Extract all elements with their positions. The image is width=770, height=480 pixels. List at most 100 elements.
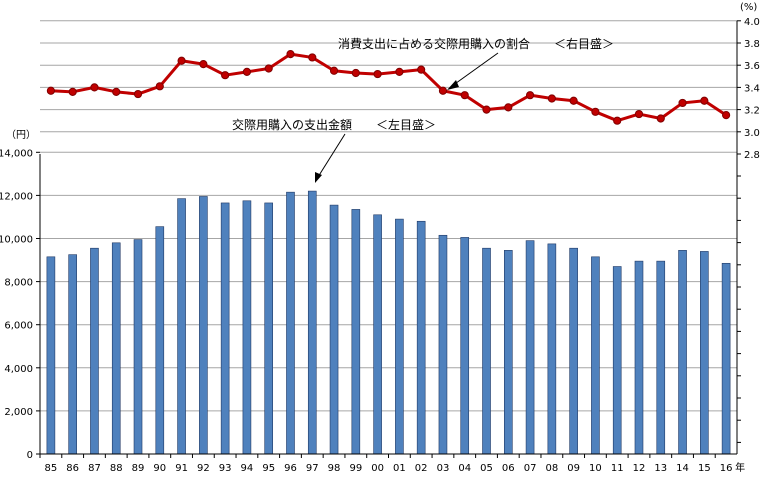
x-tick-label: 91 bbox=[175, 463, 188, 474]
line-point-00 bbox=[373, 69, 382, 79]
bar-90 bbox=[155, 226, 165, 455]
bar-00 bbox=[373, 214, 382, 455]
bar-01 bbox=[395, 218, 404, 455]
left-tick-label: 8,000 bbox=[4, 278, 33, 289]
bar-08 bbox=[547, 243, 557, 455]
right-tick-label: 3.6 bbox=[744, 61, 760, 72]
bar-88 bbox=[111, 242, 121, 455]
line-point-07 bbox=[525, 91, 535, 100]
bar-12 bbox=[634, 260, 644, 455]
line-point-94 bbox=[242, 67, 252, 76]
bar-91 bbox=[177, 198, 186, 455]
line-point-03 bbox=[438, 86, 448, 95]
bar-85 bbox=[46, 256, 56, 455]
line-point-86 bbox=[68, 87, 77, 96]
x-tick-label: 97 bbox=[306, 463, 319, 474]
bar-11 bbox=[612, 266, 622, 455]
left-tick-label: 4,000 bbox=[4, 364, 33, 375]
bar-99 bbox=[351, 209, 361, 455]
bar-97 bbox=[307, 190, 317, 455]
right-tick-label: 3.4 bbox=[744, 83, 760, 94]
x-tick-label: 87 bbox=[88, 463, 101, 474]
x-tick-label: 10 bbox=[589, 463, 602, 474]
line-point-11 bbox=[613, 116, 622, 125]
line-point-01 bbox=[395, 67, 404, 76]
right-tick-label: 2.8 bbox=[744, 150, 760, 161]
line-point-89 bbox=[133, 89, 143, 99]
x-tick-label: 02 bbox=[415, 463, 428, 474]
line-point-96 bbox=[286, 50, 295, 59]
bar-03 bbox=[438, 234, 448, 455]
line-point-93 bbox=[221, 71, 230, 80]
bar-annotation-arrow bbox=[317, 133, 346, 178]
line-point-16 bbox=[722, 111, 731, 120]
left-tick-label: 14,000 bbox=[0, 148, 33, 159]
bar-96 bbox=[286, 191, 295, 455]
x-tick-label: 11 bbox=[611, 463, 624, 474]
x-tick-label: 90 bbox=[153, 463, 166, 474]
x-tick-label: 95 bbox=[262, 463, 275, 474]
line-point-98 bbox=[329, 66, 339, 75]
line-annotation-arrow bbox=[451, 52, 499, 87]
line-point-10 bbox=[591, 107, 600, 116]
bar-10 bbox=[591, 256, 600, 455]
x-tick-label: 00 bbox=[371, 463, 384, 474]
line-point-91 bbox=[177, 56, 186, 65]
left-tick-label: 12,000 bbox=[0, 191, 33, 202]
x-tick-label: 96 bbox=[284, 463, 297, 474]
line-annotation-arrowhead bbox=[447, 80, 459, 90]
line-point-97 bbox=[308, 53, 317, 62]
line-point-85 bbox=[46, 86, 55, 95]
bar-07 bbox=[525, 240, 535, 455]
x-tick-label: 85 bbox=[45, 463, 58, 474]
bar-13 bbox=[656, 260, 666, 455]
line-point-95 bbox=[264, 64, 273, 73]
x-tick-label: 99 bbox=[349, 463, 362, 474]
bar-04 bbox=[460, 237, 470, 455]
x-tick-label: 12 bbox=[633, 463, 646, 474]
x-tick-label: 09 bbox=[567, 463, 580, 474]
line-point-92 bbox=[199, 59, 208, 69]
line-point-88 bbox=[112, 87, 121, 96]
x-tick-label: 07 bbox=[524, 463, 537, 474]
line-point-13 bbox=[656, 114, 665, 123]
line-point-90 bbox=[155, 82, 164, 91]
right-tick-label: 3.8 bbox=[744, 39, 760, 50]
line-point-14 bbox=[678, 98, 687, 108]
x-axis-suffix: 年 bbox=[735, 461, 745, 474]
bar-14 bbox=[678, 250, 687, 455]
left-tick-label: 2,000 bbox=[4, 407, 33, 418]
x-tick-label: 06 bbox=[502, 463, 515, 474]
right-axis-unit: (%) bbox=[740, 2, 757, 13]
bar-05 bbox=[482, 247, 491, 455]
left-tick-label: 0 bbox=[27, 450, 33, 461]
right-tick-label: 3.0 bbox=[744, 128, 760, 139]
left-axis-unit: （円） bbox=[6, 129, 36, 141]
x-tick-label: 08 bbox=[545, 463, 558, 474]
x-tick-label: 93 bbox=[219, 463, 232, 474]
line-annotation: 消費支出に占める交際用購入の割合 ＜右目盛＞ bbox=[338, 36, 614, 51]
line-point-15 bbox=[700, 96, 709, 105]
bar-02 bbox=[416, 220, 426, 455]
x-tick-label: 89 bbox=[132, 463, 145, 474]
line-point-99 bbox=[351, 68, 360, 78]
x-tick-label: 13 bbox=[654, 463, 667, 474]
x-tick-label: 88 bbox=[110, 463, 123, 474]
line-point-02 bbox=[417, 65, 426, 74]
x-tick-label: 04 bbox=[458, 463, 471, 474]
x-tick-label: 98 bbox=[328, 463, 341, 474]
bar-annotation-arrowhead bbox=[315, 172, 322, 183]
line-point-04 bbox=[460, 91, 469, 100]
x-tick-label: 05 bbox=[480, 463, 493, 474]
line-point-05 bbox=[482, 105, 491, 114]
line-point-09 bbox=[569, 96, 578, 105]
bar-93 bbox=[220, 202, 230, 455]
left-tick-label: 6,000 bbox=[4, 321, 33, 332]
bar-15 bbox=[700, 251, 709, 455]
bar-06 bbox=[503, 250, 513, 455]
line-point-08 bbox=[547, 94, 556, 103]
line-point-87 bbox=[90, 83, 99, 92]
bar-87 bbox=[90, 247, 99, 455]
bar-94 bbox=[242, 200, 252, 455]
